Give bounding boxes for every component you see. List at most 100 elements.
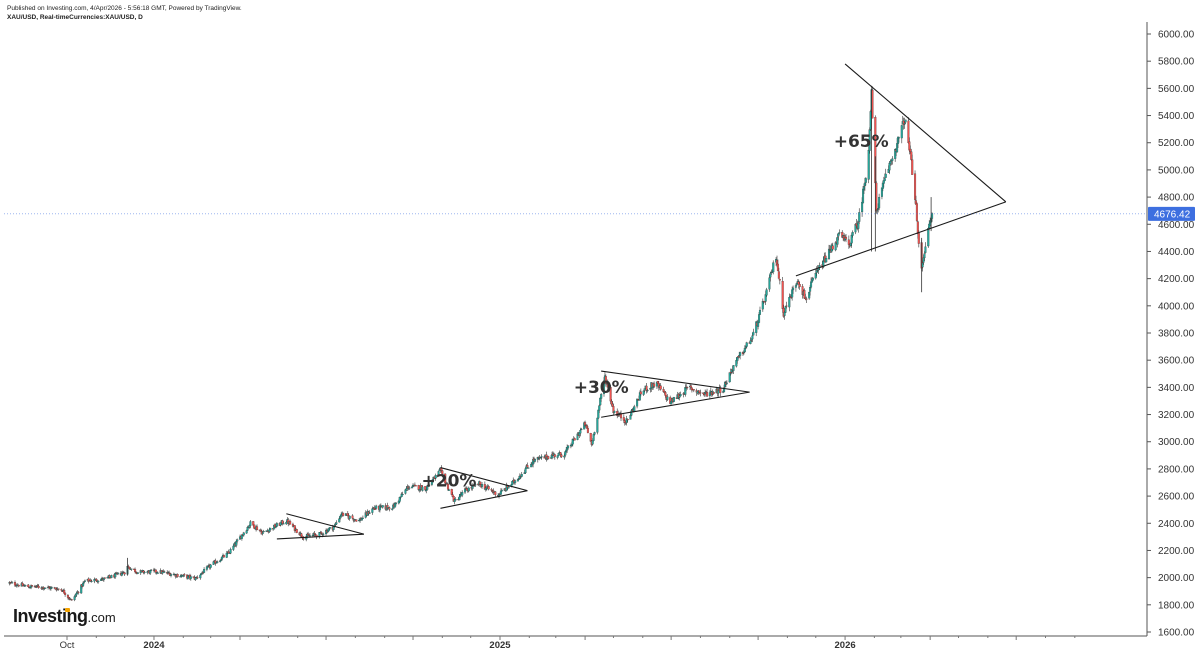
candle-body bbox=[679, 394, 682, 397]
candle-body bbox=[904, 119, 907, 123]
candle-body bbox=[636, 398, 639, 407]
candle-body bbox=[758, 314, 761, 323]
logo-suffix: .com bbox=[87, 610, 116, 625]
candle-body bbox=[769, 273, 772, 278]
candle-body bbox=[841, 232, 844, 238]
candle-body bbox=[567, 445, 570, 449]
y-tick-label: 6000.00 bbox=[1158, 30, 1195, 41]
trendline bbox=[440, 467, 528, 492]
candle-body bbox=[507, 486, 510, 489]
candle-body bbox=[589, 432, 592, 442]
candle-body bbox=[206, 566, 209, 568]
candle-body bbox=[348, 515, 351, 519]
candle-body bbox=[771, 272, 774, 274]
candle-body bbox=[689, 385, 692, 388]
candle-body bbox=[196, 577, 199, 579]
candle-body bbox=[414, 485, 417, 487]
trendline bbox=[440, 490, 528, 509]
candle-body bbox=[307, 533, 310, 536]
x-tick-label: 2025 bbox=[489, 640, 511, 651]
candle-body bbox=[117, 572, 120, 574]
candle-body bbox=[557, 453, 560, 456]
candle-body bbox=[539, 457, 542, 459]
y-axis: 6000.00 5800.00 5600.00 5400.00 5200.00 5000.… bbox=[1147, 30, 1195, 639]
candle-body bbox=[82, 581, 86, 583]
y-tick-label: 5000.00 bbox=[1158, 165, 1195, 176]
candle-body bbox=[221, 556, 224, 560]
candle-body bbox=[200, 573, 203, 575]
candle-body bbox=[388, 507, 391, 510]
candle-body bbox=[37, 585, 40, 588]
candle-body bbox=[499, 490, 502, 495]
trendline bbox=[601, 391, 750, 418]
candle-body bbox=[394, 502, 398, 504]
candle-body bbox=[777, 271, 780, 279]
candle-body bbox=[136, 572, 139, 574]
candle-body bbox=[592, 434, 595, 441]
candle-body bbox=[791, 289, 794, 298]
candle-body bbox=[827, 248, 831, 260]
candle-body bbox=[909, 148, 912, 152]
candle-body bbox=[735, 360, 738, 367]
candle-body bbox=[511, 481, 514, 485]
candle-body bbox=[487, 486, 490, 490]
y-tick-label: 4600.00 bbox=[1158, 220, 1195, 231]
candle-body bbox=[295, 529, 298, 533]
candle-body bbox=[804, 297, 807, 299]
candle-body bbox=[666, 396, 669, 400]
candle-body bbox=[261, 532, 264, 534]
percent-annotation: +65% bbox=[834, 132, 889, 152]
candle-body bbox=[308, 535, 311, 537]
candle-body bbox=[368, 512, 371, 514]
candle-body bbox=[877, 208, 880, 210]
trendline bbox=[795, 201, 1006, 277]
candle-body bbox=[259, 530, 262, 532]
candle-body bbox=[229, 549, 232, 554]
candle-body bbox=[203, 568, 206, 573]
candle-body bbox=[911, 159, 914, 175]
candle-body bbox=[30, 585, 34, 587]
candle-body bbox=[564, 451, 567, 456]
candle-body bbox=[332, 526, 335, 530]
candle-body bbox=[784, 306, 787, 313]
candle-body bbox=[805, 298, 808, 300]
candle-body bbox=[732, 365, 735, 371]
percent-annotation: +30% bbox=[574, 378, 629, 398]
candle-body bbox=[189, 576, 192, 579]
candle-body bbox=[381, 505, 384, 508]
candle-body bbox=[622, 417, 625, 421]
candle-body bbox=[236, 539, 239, 542]
candle-body bbox=[891, 158, 894, 161]
candle-body bbox=[888, 162, 891, 171]
candle-body bbox=[781, 281, 784, 309]
candle-body bbox=[540, 456, 543, 458]
y-tick-label: 5400.00 bbox=[1158, 111, 1195, 122]
candle-body bbox=[809, 287, 812, 292]
candle-body bbox=[788, 297, 791, 308]
trendline bbox=[276, 533, 364, 540]
candle-body bbox=[474, 484, 477, 486]
x-tick-label: 2024 bbox=[143, 640, 165, 651]
candle-body bbox=[547, 456, 550, 459]
candle-body bbox=[106, 577, 109, 579]
candle-body bbox=[862, 188, 865, 204]
candle-body bbox=[24, 585, 27, 587]
y-tick-label: 4400.00 bbox=[1158, 247, 1195, 258]
candle-body bbox=[83, 580, 86, 582]
candle-body bbox=[570, 444, 573, 446]
candle-body bbox=[143, 571, 146, 573]
candle-body bbox=[82, 582, 85, 587]
candle-body bbox=[815, 270, 818, 273]
candle-body bbox=[573, 438, 576, 441]
candle-body bbox=[737, 356, 740, 358]
candle-body bbox=[355, 519, 358, 522]
candle-body bbox=[625, 418, 628, 423]
candle-body bbox=[242, 532, 245, 536]
candle-body bbox=[751, 335, 754, 340]
candle-body bbox=[454, 499, 457, 501]
candle-body bbox=[837, 233, 840, 237]
candle-body bbox=[302, 538, 305, 540]
candle-body bbox=[849, 243, 852, 246]
candle-body bbox=[923, 253, 926, 259]
